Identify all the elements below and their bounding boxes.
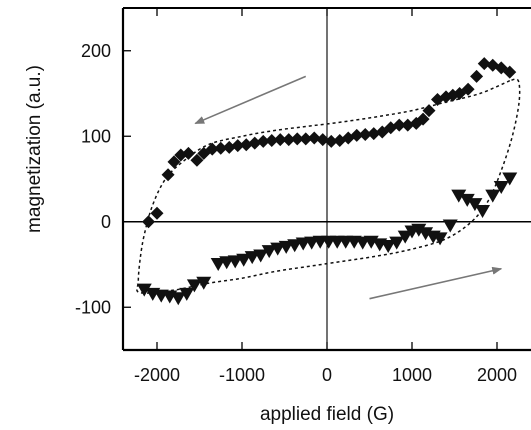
diamond-point [239, 138, 253, 152]
diamond-point [265, 134, 279, 148]
diamond-point [401, 118, 415, 132]
diamond-point [214, 141, 228, 155]
triangle-point [459, 193, 475, 207]
x-tick-label: 2000 [477, 365, 517, 385]
diamond-point [174, 148, 188, 162]
triangle-point [397, 230, 413, 244]
triangle-point [451, 189, 467, 203]
triangle-point [261, 245, 277, 259]
triangle-point [502, 172, 518, 186]
diamond-point [273, 133, 287, 147]
triangle-point [389, 236, 405, 250]
diamond-point [316, 133, 330, 147]
diamond-point [324, 134, 338, 148]
diamond-point [409, 116, 423, 130]
y-tick-label: 200 [81, 41, 111, 61]
x-axis-label: applied field (G) [260, 404, 394, 425]
diamond-point [150, 206, 164, 220]
triangle-point [196, 276, 212, 290]
diamond-point [299, 132, 313, 146]
triangle-point [170, 292, 186, 306]
diamond-point [248, 136, 262, 150]
triangle-point [278, 240, 294, 254]
triangle-point [475, 204, 491, 218]
triangle-point [467, 198, 483, 212]
diamond-point [333, 134, 347, 148]
diamond-point [197, 146, 211, 160]
diamond-point [231, 139, 245, 153]
triangle-point [179, 287, 195, 301]
triangle-point [227, 255, 243, 269]
diamond-point [142, 215, 155, 229]
triangle-point [186, 279, 202, 293]
triangle-point [270, 242, 286, 256]
diamond-point [307, 131, 321, 145]
triangle-point [493, 181, 509, 195]
triangle-point [210, 258, 226, 271]
triangle-point [287, 239, 303, 253]
y-axis-label: magnetization (a.u.) [24, 65, 45, 233]
y-tick-label: 0 [101, 212, 111, 232]
diamond-point [477, 57, 491, 71]
sweep-direction-arrow [369, 266, 503, 300]
triangle-point [236, 253, 252, 267]
diamond-point [167, 155, 181, 169]
x-tick-label: -2000 [134, 365, 180, 385]
triangle-point [442, 219, 458, 233]
diamond-point [282, 133, 296, 147]
hysteresis-loop-line [136, 78, 521, 294]
diamond-point [290, 132, 304, 146]
diamond-point [470, 69, 484, 83]
diamond-point [256, 134, 270, 148]
diamond-point [367, 127, 381, 141]
diamond-point [190, 153, 204, 167]
x-tick-label: 0 [322, 365, 332, 385]
diamond-point [431, 92, 444, 106]
triangle-point [485, 189, 501, 203]
triangle-point [411, 223, 427, 237]
diamond-point [422, 104, 436, 118]
diamond-point [375, 125, 389, 139]
triangle-point [253, 249, 269, 263]
y-tick-label: 100 [81, 126, 111, 146]
diamond-point [358, 128, 372, 142]
triangle-point [418, 227, 434, 241]
diamond-point [486, 58, 500, 72]
triangle-point [136, 283, 152, 297]
x-tick-label: 1000 [392, 365, 432, 385]
triangle-point [380, 240, 396, 254]
sweep-direction-arrow [194, 75, 307, 125]
x-tick-label: -1000 [219, 365, 265, 385]
diamond-point [222, 140, 236, 154]
y-tick-label: -100 [75, 297, 111, 317]
triangle-point [244, 251, 260, 265]
triangle-point [432, 232, 448, 246]
diamond-point [161, 168, 175, 182]
